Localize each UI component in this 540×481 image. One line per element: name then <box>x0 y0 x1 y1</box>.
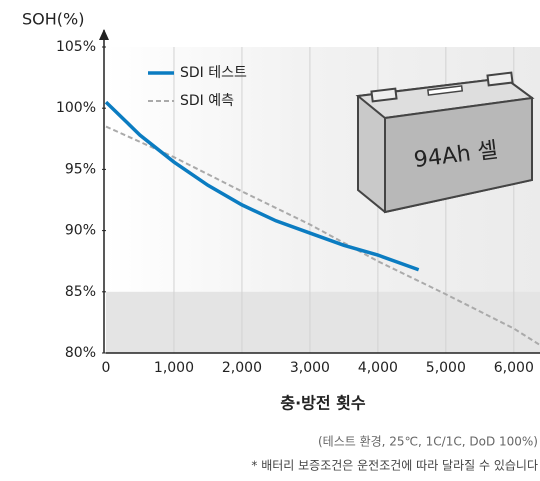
x-tick-label: 3,000 <box>290 360 330 376</box>
y-tick-label: 80% <box>65 345 96 361</box>
x-tick-label: 2,000 <box>222 360 262 376</box>
note: * 배터리 보증조건은 운전조건에 따라 달라질 수 있습니다 <box>251 459 538 473</box>
x-tick-label: 1,000 <box>154 360 194 376</box>
battery-front <box>384 96 533 214</box>
y-tick-label: 105% <box>56 39 96 55</box>
x-tick-label: 4,000 <box>358 360 398 376</box>
legend-label: SDI 테스트 <box>180 65 247 81</box>
y-tick-label: 85% <box>65 284 96 300</box>
x-axis-title: 충·방전 횟수 <box>280 394 366 413</box>
legend-label: SDI 예측 <box>180 93 234 109</box>
x-tick-label: 5,000 <box>426 360 466 376</box>
series-line <box>105 125 540 347</box>
y-tick-label: 100% <box>56 100 96 116</box>
y-axis-arrow <box>99 29 109 40</box>
note: (테스트 환경, 25℃, 1C/1C, DoD 100%) <box>318 435 538 449</box>
y-tick-label: 95% <box>65 161 96 177</box>
battery-illustration: 94Ah 셀 <box>355 71 535 214</box>
terminal <box>370 87 398 103</box>
terminal <box>486 71 514 87</box>
y-tick-label: 90% <box>65 223 96 239</box>
x-tick-label: 6,000 <box>494 360 534 376</box>
y-axis-title: SOH(%) <box>22 10 84 29</box>
vent <box>427 85 464 96</box>
series-line <box>104 100 420 272</box>
x-tick-label: 0 <box>102 360 111 376</box>
lower-band <box>106 291 540 353</box>
